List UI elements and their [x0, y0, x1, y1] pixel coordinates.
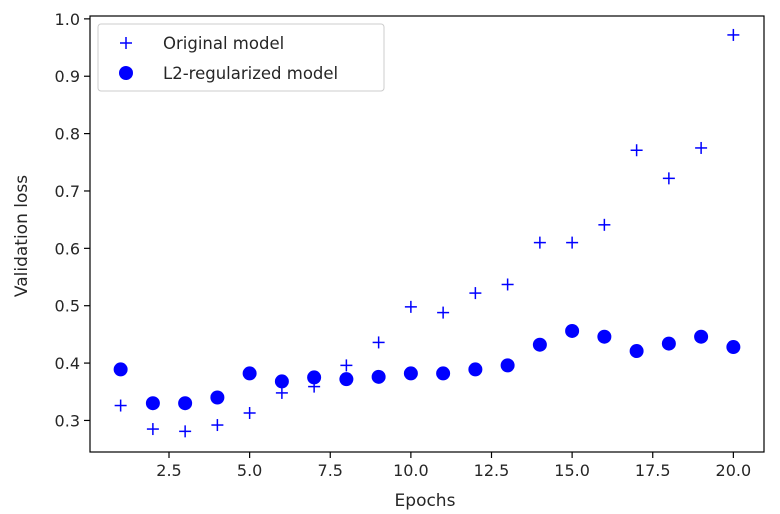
- x-axis-title: Epochs: [395, 491, 456, 511]
- y-axis-title: Validation loss: [12, 175, 32, 297]
- series-original-model: [114, 28, 740, 438]
- l2-regularized-model-point: [307, 370, 322, 385]
- l2-regularized-model-point: [242, 366, 257, 381]
- legend-box: [97, 23, 385, 92]
- l2-regularized-model-point: [178, 396, 193, 411]
- l2-regularized-model-point: [210, 390, 225, 405]
- x-tick-label: 12.5: [474, 461, 510, 480]
- original-model-point: [437, 306, 450, 319]
- l2-regularized-model-point: [371, 369, 386, 384]
- l2-regularized-model-point: [145, 396, 160, 411]
- original-model-point: [404, 300, 417, 313]
- x-tick-label: 7.5: [318, 461, 343, 480]
- y-tick-label: 0.7: [55, 182, 80, 201]
- l2-regularized-model-point: [629, 344, 644, 359]
- x-tick-label: 15.0: [554, 461, 590, 480]
- l2-regularized-model-point: [661, 336, 676, 351]
- l2-regularized-model-point: [403, 366, 418, 381]
- original-model-point: [179, 425, 192, 438]
- l2-regularized-model-point: [274, 374, 289, 389]
- original-model-point: [114, 399, 127, 412]
- l2-regularized-model-point: [339, 372, 354, 387]
- x-tick-label: 17.5: [635, 461, 671, 480]
- original-model-point: [243, 406, 256, 419]
- original-model-point: [727, 28, 740, 41]
- l2-regularized-model-point: [532, 337, 547, 352]
- x-tick-label: 5.0: [237, 461, 262, 480]
- y-axis: 0.3 0.4 0.5 0.6 0.7 0.8 0.9 1.0: [55, 10, 90, 430]
- l2-regularized-model-point: [694, 329, 709, 344]
- x-axis: 2.5 5.0 7.5 10.0 12.5 15.0 17.5 20.0: [156, 452, 751, 480]
- legend-marker-circle: [119, 66, 133, 80]
- plot-area-frame: [89, 15, 765, 453]
- l2-regularized-model-point: [113, 362, 128, 377]
- l2-regularized-model-point: [468, 362, 483, 377]
- original-model-point: [469, 287, 482, 300]
- l2-regularized-model-point: [565, 323, 580, 338]
- x-tick-label: 2.5: [156, 461, 181, 480]
- y-tick-label: 0.8: [55, 125, 80, 144]
- legend-label-l2-regularized-model: L2-regularized model: [163, 64, 338, 83]
- x-tick-label: 20.0: [716, 461, 752, 480]
- original-model-point: [630, 144, 643, 157]
- l2-regularized-model-point: [726, 340, 741, 355]
- legend-marker-plus: [120, 37, 132, 49]
- original-model-point: [275, 386, 288, 399]
- original-model-point: [695, 141, 708, 154]
- y-tick-label: 1.0: [55, 10, 80, 29]
- original-model-point: [211, 419, 224, 432]
- legend-circle-marker: [119, 66, 133, 80]
- y-tick-label: 0.5: [55, 297, 80, 316]
- l2-regularized-model-point: [597, 329, 612, 344]
- original-model-point: [533, 236, 546, 249]
- original-model-point: [372, 336, 385, 349]
- y-tick-label: 0.6: [55, 239, 80, 258]
- legend-plus-marker: [120, 37, 132, 49]
- legend: Original model L2-regularized model: [97, 23, 385, 92]
- original-model-point: [340, 359, 353, 372]
- x-tick-label: 10.0: [393, 461, 429, 480]
- original-model-point: [501, 278, 514, 291]
- l2-regularized-model-point: [500, 358, 515, 373]
- l2-regularized-model-point: [436, 366, 451, 381]
- series-l2-regularized-model: [113, 323, 741, 411]
- legend-label-original-model: Original model: [163, 34, 284, 53]
- y-tick-label: 0.3: [55, 411, 80, 430]
- original-model-point: [662, 172, 675, 185]
- original-model-point: [146, 423, 159, 436]
- original-model-point: [598, 218, 611, 231]
- y-tick-label: 0.4: [55, 354, 80, 373]
- y-tick-label: 0.9: [55, 67, 80, 86]
- original-model-point: [566, 236, 579, 249]
